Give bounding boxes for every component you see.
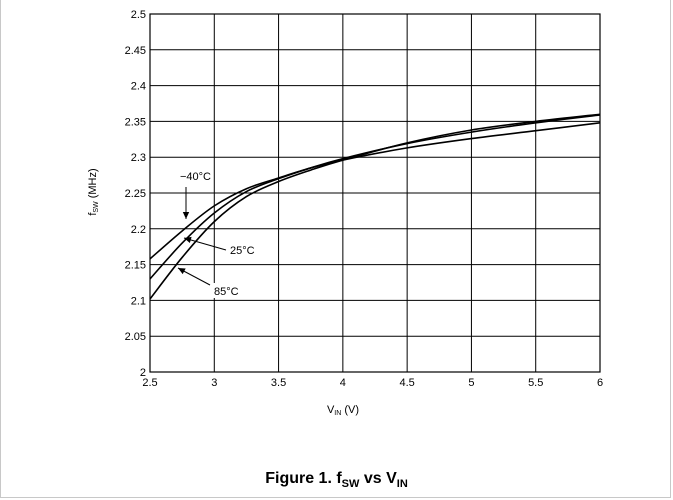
annotation-arrowhead [178,268,186,275]
series-line-2 [149,113,601,300]
y-axis-label: fSW (MHz) [87,168,100,215]
y-tick-label: 2.35 [125,116,146,128]
annotation-arrow-line [183,237,227,251]
y-tick-label: 2.3 [131,152,146,164]
annotation-label-0: −40°C [180,171,211,183]
x-tick-label: 4.5 [399,377,414,389]
y-tick-label: 2.5 [131,9,146,21]
series-line-0 [149,122,601,260]
y-tick-label: 2.45 [125,45,146,57]
x-tick-label: 3.5 [271,377,286,389]
x-tick-label: 5 [468,377,474,389]
series-line-1 [149,114,601,280]
axes [149,13,601,373]
annotations: −40°C 25°C 85°C [177,170,262,298]
annotation-arrowhead [182,212,190,219]
x-tick-label: 6 [597,377,603,389]
annotation-label-2: 85°C [214,286,239,298]
x-tick-label: 3 [211,377,217,389]
grid [150,14,600,372]
y-tick-label: 2.05 [125,331,146,343]
y-tick-label: 2.2 [131,224,146,236]
annotation-bg [178,170,210,184]
y-tick-label: 2 [140,367,146,379]
plot-border [149,13,601,373]
series-lines [149,113,601,300]
y-tick-label: 2.25 [125,188,146,200]
annotation-bg [210,283,246,298]
y-tick-label: 2.4 [131,81,146,93]
annotation-label-1: 25°C [230,245,255,257]
tick-labels: 2.5 3 3.5 4 4.5 5 5.5 6 2 2.05 2.1 2.15 2.2 2.25 2.3 2.… [125,9,603,389]
chart: 2.5 3 3.5 4 4.5 5 5.5 6 2 2.05 2.1 2.15 2.2 2.25 2.3 2.… [87,9,603,417]
annotation-bg [226,242,262,257]
y-tick-label: 2.15 [125,260,146,272]
x-tick-label: 2.5 [142,377,157,389]
x-tick-label: 5.5 [528,377,543,389]
x-axis-label: VIN (V) [327,404,359,417]
y-tick-label: 2.1 [131,295,146,307]
annotation-arrowhead [184,236,192,243]
x-tick-label: 4 [340,377,346,389]
figure-caption: Figure 1. fSW vs VIN [265,470,408,491]
